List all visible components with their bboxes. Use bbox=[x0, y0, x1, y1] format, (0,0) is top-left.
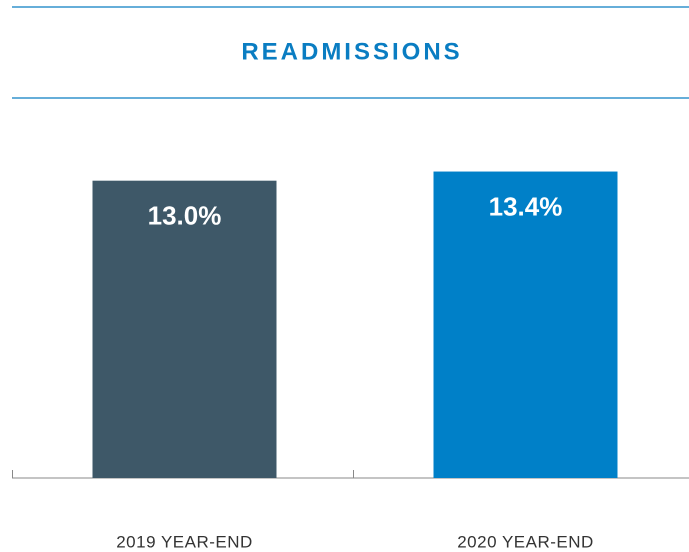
x-tick-label: 2019 YEAR-END bbox=[116, 532, 253, 551]
value-label: 13.0% bbox=[148, 201, 222, 231]
bar bbox=[92, 180, 277, 478]
x-tick-label: 2020 YEAR-END bbox=[457, 532, 594, 551]
bar bbox=[433, 171, 618, 479]
chart-title: READMISSIONS bbox=[241, 38, 462, 65]
value-label: 13.4% bbox=[489, 191, 563, 221]
